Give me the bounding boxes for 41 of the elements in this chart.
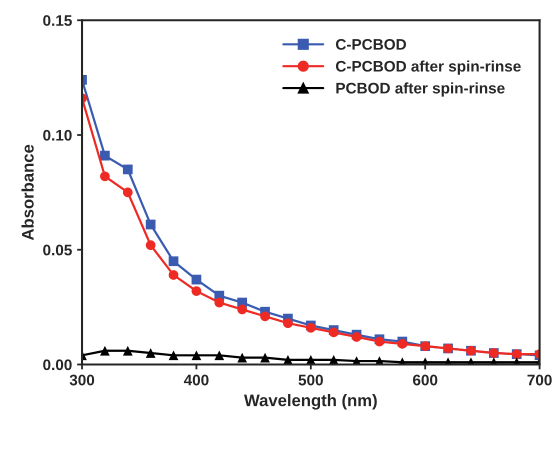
- x-tick-label: 600: [413, 374, 438, 386]
- x-tick-label: 500: [298, 374, 323, 386]
- legend-label: C-PCBOD: [336, 38, 406, 50]
- y-tick-label: 0.10: [43, 130, 72, 141]
- point: [306, 322, 316, 333]
- point: [352, 332, 362, 342]
- point: [168, 270, 178, 280]
- point: [260, 352, 270, 362]
- point: [397, 338, 408, 349]
- x-tick-label: 400: [184, 374, 209, 386]
- x-tick-label: 300: [70, 374, 94, 386]
- point: [168, 256, 178, 266]
- point: [122, 188, 133, 198]
- x-tick-label: 700: [528, 374, 552, 386]
- point: [237, 304, 248, 314]
- point: [100, 346, 110, 356]
- point: [328, 328, 339, 338]
- y-tick-label: 0.00: [43, 359, 72, 370]
- x-axis-title: Wavelength (nm): [244, 394, 377, 410]
- point: [374, 336, 384, 346]
- point: [100, 171, 110, 182]
- y-tick-label: 0.15: [43, 15, 72, 26]
- legend-label: PCBOD after spin-rinse: [336, 82, 505, 97]
- point: [214, 350, 224, 360]
- point: [146, 220, 156, 230]
- point: [100, 150, 110, 161]
- point: [146, 240, 156, 250]
- point: [146, 348, 156, 358]
- point: [237, 352, 248, 362]
- point: [260, 311, 270, 322]
- point: [214, 298, 224, 308]
- point: [122, 164, 133, 174]
- point: [192, 286, 202, 296]
- point: [192, 274, 202, 284]
- point: [283, 318, 293, 328]
- point: [122, 346, 133, 356]
- legend-label: C-PCBOD after spin-rinse: [336, 60, 521, 75]
- y-axis-title: Absorbance: [21, 144, 34, 240]
- y-tick-label: 0.05: [43, 244, 72, 256]
- point: [168, 350, 178, 360]
- point: [192, 350, 202, 360]
